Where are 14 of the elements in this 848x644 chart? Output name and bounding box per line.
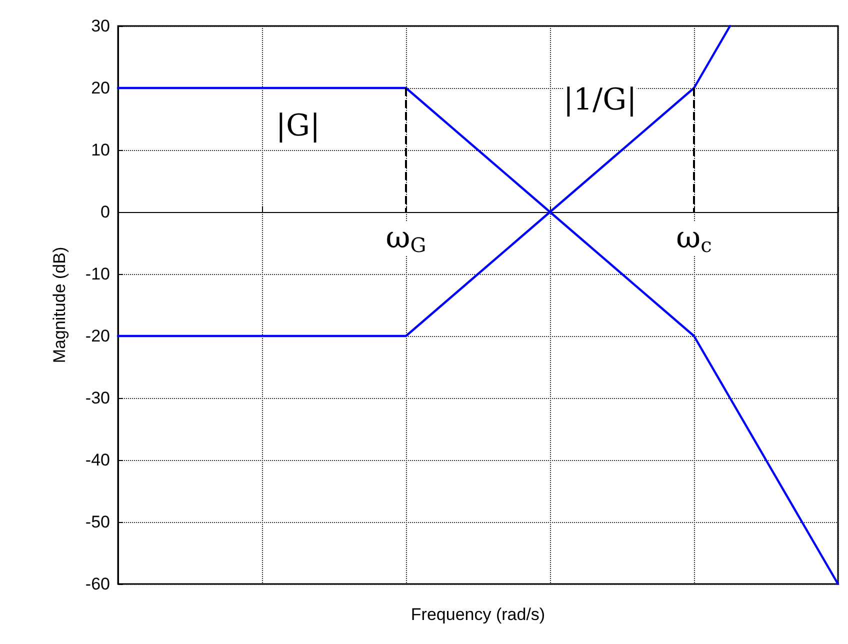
y-tick-label: 10 bbox=[91, 140, 110, 160]
y-tick-label: -30 bbox=[85, 388, 110, 408]
y-tick-label: -60 bbox=[85, 574, 110, 594]
y-tick-label: 0 bbox=[100, 202, 110, 222]
y-tick-label: -40 bbox=[85, 450, 110, 470]
y-tick-label: 20 bbox=[91, 78, 110, 98]
y-tick-label: 30 bbox=[91, 16, 110, 36]
series-label: |G| bbox=[276, 108, 320, 144]
y-axis-title: Magnitude (dB) bbox=[50, 246, 69, 364]
y-tick-label: -10 bbox=[85, 264, 110, 284]
y-tick-label: -50 bbox=[85, 512, 110, 532]
y-tick-label: -20 bbox=[85, 326, 110, 346]
x-axis-title: Frequency (rad/s) bbox=[410, 605, 546, 624]
series-label: |1/G| bbox=[563, 82, 637, 118]
